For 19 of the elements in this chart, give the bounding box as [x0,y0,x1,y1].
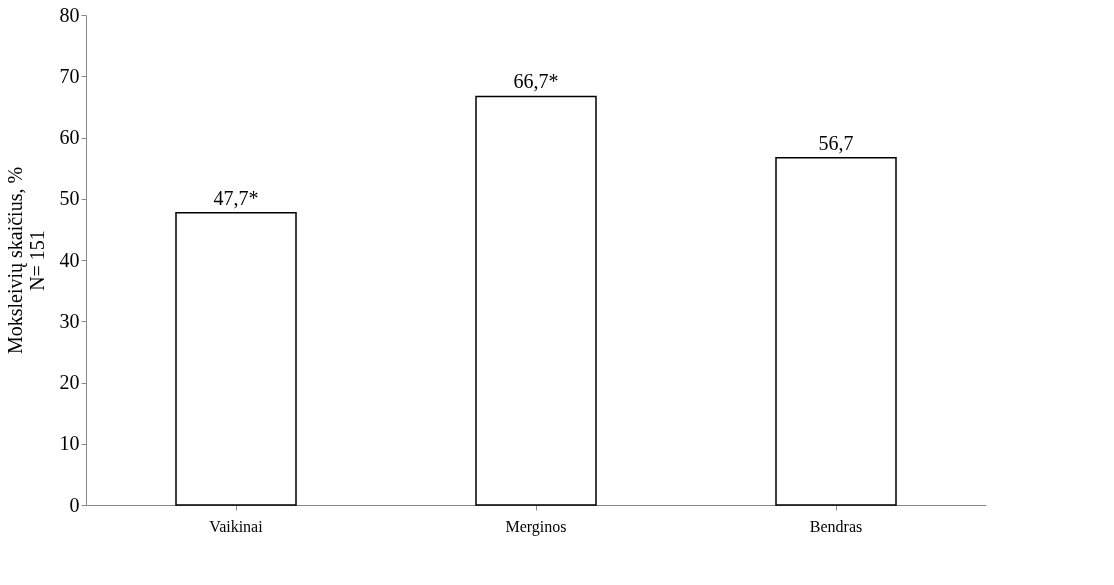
y-axis-title: Moksleivių skaičius, % N= 151 [3,166,48,355]
bar [175,212,297,506]
data-label: 66,7* [513,70,559,93]
y-tick-label: 10 [59,432,80,455]
data-label: 47,7* [213,186,259,209]
y-tick-label: 70 [59,64,80,87]
y-tick-label: 60 [59,126,80,148]
y-tick-label: 0 [69,493,80,516]
x-tick-label: Bendras [809,517,863,535]
data-label: 56,7 [818,131,854,154]
bar [775,156,897,506]
bar [475,95,597,506]
y-tick-label: 50 [59,187,80,210]
y-tick-label: 20 [59,371,80,393]
x-tick-label: Vaikinai [209,517,264,535]
x-tick-label: Merginos [505,517,567,536]
y-tick-label: 80 [59,3,80,26]
y-tick-label: 40 [59,248,80,271]
y-tick-label: 30 [59,309,80,332]
